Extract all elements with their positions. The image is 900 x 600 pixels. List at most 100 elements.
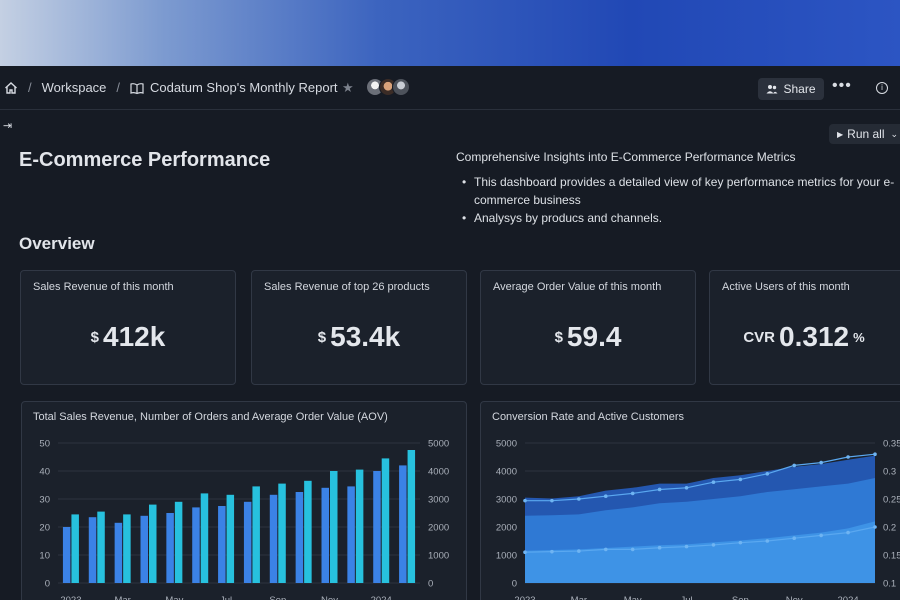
x-tick-label: Nov [321,595,338,600]
line-point [792,536,797,540]
line-point [846,455,850,459]
play-icon: ▶ [837,129,844,139]
y-left-tick-label: 4000 [496,467,517,478]
line-point [657,487,662,492]
bar-revenue [381,458,390,583]
info-icon[interactable]: i [876,82,888,94]
line-point [873,525,877,529]
x-tick-label: May [624,595,642,600]
line-point [684,544,689,549]
y-right-tick-label: 0.25 [883,495,900,506]
kpi-title: Active Users of this month [722,281,850,293]
breadcrumb-report-title[interactable]: Codatum Shop's Monthly Report [150,80,338,95]
description-list: This dashboard provides a detailed view … [462,173,900,227]
run-all-button[interactable]: ▶ Run all ⌄ [829,124,900,144]
chart-card-sales[interactable]: Total Sales Revenue, Number of Orders an… [21,401,467,600]
bar-orders [114,522,123,583]
y-right-tick-label: 0.15 [883,551,900,562]
bar-revenue [174,501,183,583]
line-point [765,472,770,476]
share-label: Share [783,82,816,96]
y-left-tick-label: 40 [39,467,50,478]
more-options-icon[interactable]: ••• [832,77,852,94]
x-tick-label: 2023 [60,595,81,600]
line-point [550,498,554,503]
kpi-title: Sales Revenue of this month [33,281,174,293]
bar-orders [243,501,252,583]
kpi-value: $412k [21,321,235,353]
bar-revenue [149,504,157,583]
line-point [792,463,797,468]
y-right-tick-label: 4000 [428,467,449,478]
bar-revenue [252,486,260,583]
chevron-down-icon: ⌄ [890,128,899,139]
bar-orders [88,517,97,583]
breadcrumb-workspace[interactable]: Workspace [41,80,107,95]
kpi-value: $59.4 [481,321,695,353]
bar-orders [218,506,226,583]
kpi-prefix: CVR [743,328,776,346]
line-series [524,526,876,553]
collaborator-avatars[interactable] [366,78,410,96]
line-point [819,460,823,465]
x-tick-label: Sep [269,595,286,600]
expand-sidebar-icon[interactable]: ⇥ [3,120,13,132]
bar-revenue [304,480,312,583]
kpi-prefix: $ [554,328,563,346]
line-point [577,549,581,553]
browser-banner [0,0,900,66]
line-point [711,543,716,547]
y-left-tick-label: 10 [39,551,50,562]
bar-orders [347,486,355,583]
conversion-area-chart: 0 0.1 1000 0.15 2000 0.2 3000 0.25 4000 0.3 5000 0.… [496,439,900,600]
breadcrumb: / Workspace / Codatum Shop's Monthly Rep… [4,80,338,95]
y-left-tick-label: 2000 [496,523,517,534]
share-button[interactable]: Share [758,78,824,100]
chart-card-conversion[interactable]: Conversion Rate and Active Customers 0 0.… [480,401,900,600]
y-right-tick-label: 5000 [428,439,449,450]
breadcrumb-separator: / [28,80,32,95]
x-tick-label: Nov [786,595,803,600]
kpi-prefix: $ [90,328,100,346]
chart-title: Conversion Rate and Active Customers [492,411,684,423]
y-right-tick-label: 0 [428,579,433,590]
x-tick-label: 2024 [371,595,392,600]
top-navbar: / Workspace / Codatum Shop's Monthly Rep… [0,66,900,110]
bar-revenue [71,514,79,583]
kpi-card-sales-revenue[interactable]: Sales Revenue of this month $412k [20,270,236,385]
chart-title: Total Sales Revenue, Number of Orders an… [33,411,388,423]
y-right-tick-label: 3000 [428,495,449,506]
kpi-prefix: $ [317,328,327,346]
y-right-tick-label: 0.2 [883,523,896,534]
x-tick-label: 2024 [838,595,859,600]
bar-revenue [97,511,105,583]
kpi-card-active-users[interactable]: Active Users of this month CVR 0.312% [709,270,900,385]
line-point [846,530,850,535]
x-tick-label: Mar [571,595,587,600]
avatar[interactable] [392,78,410,96]
bar-orders [192,507,200,583]
home-icon[interactable] [4,81,18,95]
y-left-tick-label: 50 [39,439,50,450]
kpi-card-top-products[interactable]: Sales Revenue of top 26 products $53.4k [251,270,467,385]
x-tick-label: Jul [680,595,692,600]
bar-revenue [407,450,416,583]
app-window: / Workspace / Codatum Shop's Monthly Rep… [0,66,900,600]
line-point [603,494,608,498]
x-tick-label: May [165,595,183,600]
kpi-title: Average Order Value of this month [493,281,662,293]
kpi-number: 412k [103,321,166,352]
line-point [738,540,743,545]
y-right-tick-label: 1000 [428,551,449,562]
line-point [873,452,877,456]
sales-bar-chart: 0 0 10 1000 20 2000 30 3000 40 4000 50 5000 2023 Mar M… [39,439,449,600]
section-title: Overview [19,234,95,253]
line-point [819,533,823,538]
star-icon[interactable]: ★ [342,80,354,95]
line-point [657,545,662,550]
line-point [738,477,743,482]
bar-orders [140,515,148,583]
line-point [603,547,608,552]
kpi-card-average-order-value[interactable]: Average Order Value of this month $59.4 [480,270,696,385]
y-left-tick-label: 1000 [496,551,517,562]
